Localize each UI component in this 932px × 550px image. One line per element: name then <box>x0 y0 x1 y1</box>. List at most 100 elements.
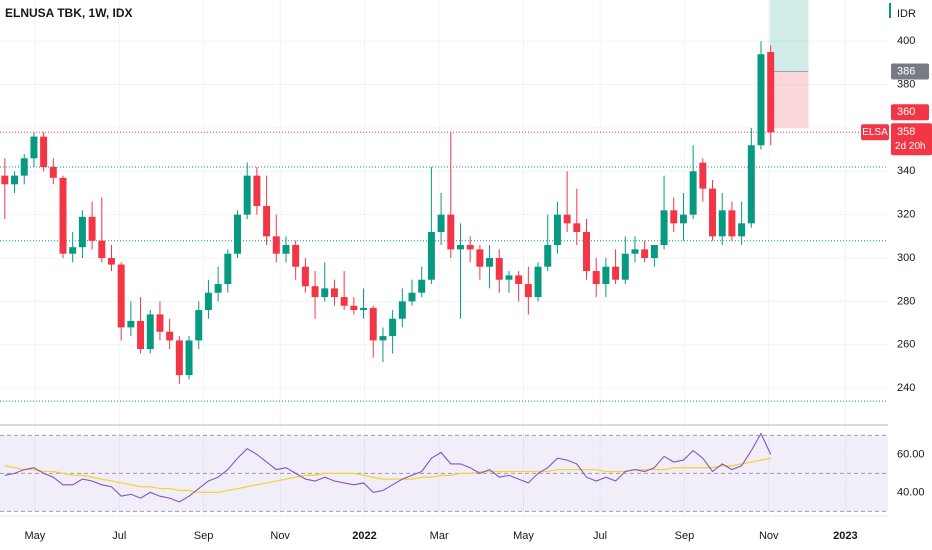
candle-body <box>350 305 358 311</box>
candle-body <box>747 145 755 224</box>
candle-body <box>78 216 86 248</box>
candle-body <box>98 240 106 259</box>
rsi-ma-line <box>4 457 771 494</box>
x-tick-label: Nov <box>759 530 779 542</box>
x-tick-label: May <box>513 530 534 542</box>
candle-body <box>573 223 581 233</box>
candle-body <box>49 166 57 178</box>
candle-body <box>137 320 145 350</box>
x-tick-label: Sep <box>194 530 214 542</box>
entry-tag <box>891 63 929 80</box>
candle-body <box>214 284 222 293</box>
candle-body <box>59 177 67 254</box>
candle-body <box>69 247 77 254</box>
y-tick-label: 320 <box>897 209 915 221</box>
currency: IDR <box>897 8 916 20</box>
candle-body <box>621 253 629 280</box>
candle-body <box>650 245 658 259</box>
rsi-tick-label: 40.00 <box>897 486 925 498</box>
x-tick-label: 2022 <box>352 530 376 542</box>
countdown-label: 2d 20h <box>895 141 926 152</box>
x-tick-label: 2023 <box>833 530 857 542</box>
candle-body <box>398 301 406 319</box>
symbol-tag-label: ELSA <box>862 127 888 138</box>
candle-body <box>166 331 174 341</box>
candle-body <box>544 245 552 267</box>
candle-body <box>670 210 678 224</box>
candle-body <box>476 249 484 267</box>
candle-body <box>447 214 455 250</box>
y-tick-label: 280 <box>897 295 915 307</box>
candle-body <box>20 158 28 176</box>
candle-body <box>156 314 164 332</box>
candle-body <box>699 162 707 189</box>
candle-body <box>466 245 474 250</box>
stop-tag <box>891 104 929 121</box>
position-target <box>769 0 809 72</box>
candle-body <box>515 275 523 285</box>
candle-body <box>175 340 183 376</box>
candle-body <box>418 279 426 293</box>
candle-body <box>30 136 38 159</box>
candle-body <box>486 258 494 267</box>
x-tick-label: Nov <box>270 530 290 542</box>
candle-body <box>738 223 746 237</box>
y-tick-label: 300 <box>897 252 915 264</box>
candle-body <box>427 232 435 280</box>
candle-body <box>495 258 503 280</box>
candle-body <box>524 284 532 298</box>
candle-body <box>718 210 726 237</box>
candle-body <box>369 307 377 341</box>
candle-body <box>107 258 115 265</box>
rsi-line <box>4 432 772 503</box>
price-tag-label: 358 <box>897 126 915 138</box>
candle-body <box>641 249 649 259</box>
x-tick-label: Jul <box>112 530 126 542</box>
candle-body <box>272 236 280 254</box>
x-tick-label: Jul <box>593 530 607 542</box>
y-tick-label: 400 <box>897 35 915 47</box>
candle-body <box>195 310 203 341</box>
candle-body <box>709 188 717 237</box>
x-tick-label: May <box>25 530 46 542</box>
stop-tag-label: 360 <box>897 106 915 118</box>
chart-title: ELNUSA TBK, 1W, IDX <box>5 6 133 20</box>
candle-body <box>379 336 387 341</box>
y-tick-label: 340 <box>897 165 915 177</box>
candle-body <box>360 307 368 311</box>
candle-body <box>553 214 561 246</box>
y-tick-label: 380 <box>897 78 915 90</box>
candle-body <box>340 297 348 306</box>
symbol-tag <box>861 124 889 141</box>
axis-marker <box>889 3 891 18</box>
candle-body <box>679 214 687 224</box>
candle-body <box>11 175 19 185</box>
candle-body <box>321 288 329 298</box>
candle-body <box>204 292 212 311</box>
candle-body <box>263 205 271 237</box>
candle-body <box>408 292 416 302</box>
candle-body <box>330 288 338 298</box>
candle-body <box>592 271 600 285</box>
candle-body <box>292 245 300 267</box>
y-tick-label: 260 <box>897 339 915 351</box>
candle-body <box>660 210 668 246</box>
candle-body <box>311 286 319 298</box>
y-tick-label: 240 <box>897 382 915 394</box>
candle-body <box>117 264 125 328</box>
price-tag <box>891 123 932 156</box>
candle-body <box>88 216 96 241</box>
candle-body <box>767 52 775 133</box>
candle-body <box>224 253 232 285</box>
candle-body <box>534 266 542 298</box>
candle-body <box>282 245 290 254</box>
candle-body <box>583 232 590 272</box>
entry-tag-label: 386 <box>897 65 915 77</box>
candle-body <box>234 214 242 254</box>
x-tick-label: Mar <box>430 530 449 542</box>
position-stop <box>769 71 809 128</box>
candle-body <box>243 175 251 215</box>
